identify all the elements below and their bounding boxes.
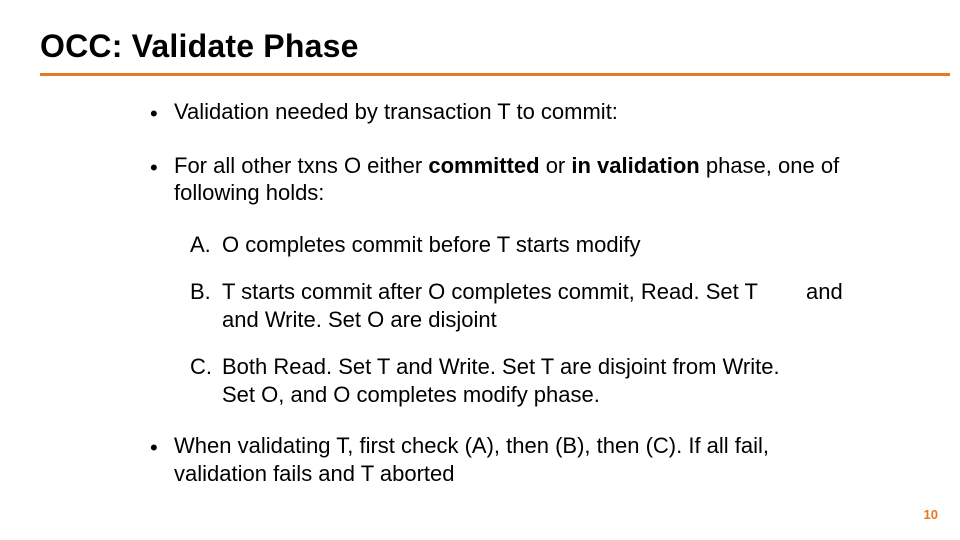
bullet-3-text: When validating T, first check (A), then… [174,432,860,487]
content-area: • Validation needed by transaction T to … [40,98,920,487]
subitem-c: C. Both Read. Set T and Write. Set T are… [190,353,860,408]
subitem-c-text: Both Read. Set T and Write. Set T are di… [222,353,806,408]
bullet-1: • Validation needed by transaction T to … [150,98,860,128]
subitem-c-marker: C. [190,353,222,381]
b2-mid: or [540,153,572,178]
bullet-dot-icon: • [150,152,174,182]
bullet-2: • For all other txns O either committed … [150,152,860,207]
subitem-b: B. T starts commit after O completes com… [190,278,860,333]
subitem-b-marker: B. [190,278,222,306]
bullet-dot-icon: • [150,432,174,462]
subitem-b-and: and [806,278,860,306]
b2-bold2: in validation [571,153,699,178]
slide: OCC: Validate Phase • Validation needed … [0,0,960,540]
page-number: 10 [924,507,938,522]
bullet-1-text: Validation needed by transaction T to co… [174,98,860,126]
bullet-3: • When validating T, first check (A), th… [150,432,860,487]
subitem-a: A. O completes commit before T starts mo… [190,231,860,259]
subitem-a-text: O completes commit before T starts modif… [222,231,806,259]
title-underline [40,73,950,76]
bullet-2-text: For all other txns O either committed or… [174,152,860,207]
subitem-a-marker: A. [190,231,222,259]
subitem-b-text: T starts commit after O completes commit… [222,278,806,333]
slide-title: OCC: Validate Phase [40,28,920,65]
sub-list: A. O completes commit before T starts mo… [150,231,860,409]
b2-pre: For all other txns O either [174,153,428,178]
bullet-dot-icon: • [150,98,174,128]
b2-bold1: committed [428,153,539,178]
